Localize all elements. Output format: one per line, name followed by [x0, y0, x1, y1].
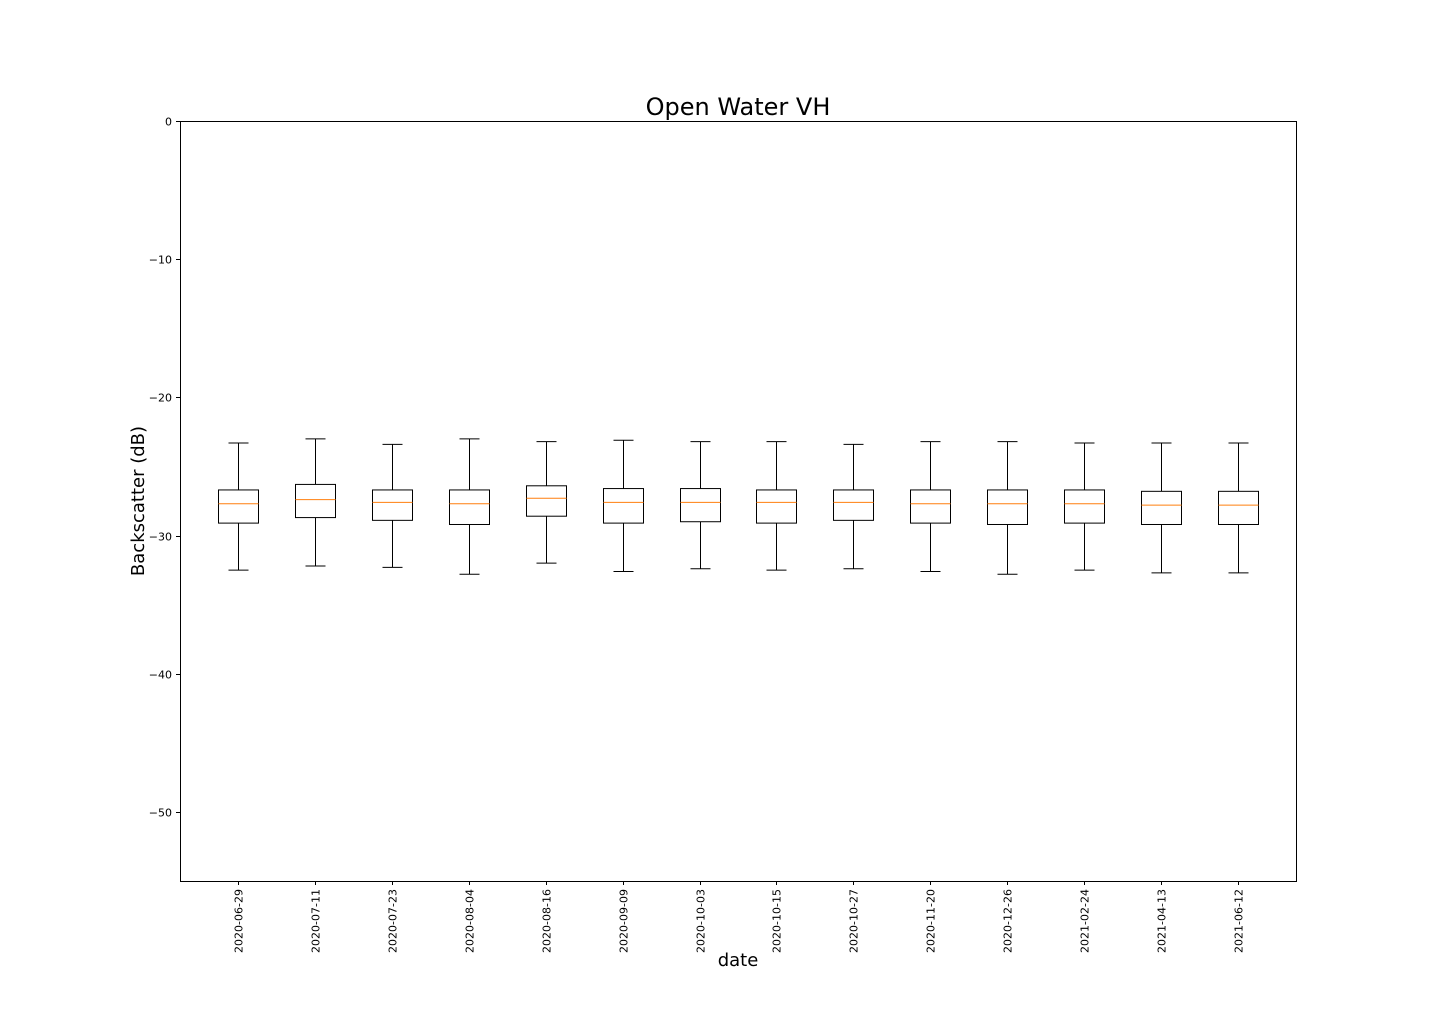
x-tick-label: 2020-07-23: [387, 889, 400, 953]
y-tick-label: −10: [149, 254, 172, 267]
x-tick-label: 2020-10-27: [848, 889, 861, 953]
box: [1141, 490, 1182, 525]
box: [295, 483, 336, 519]
plot-frame: [180, 121, 1297, 882]
y-tick-label: −20: [149, 392, 172, 405]
box: [603, 488, 644, 524]
chart-title: Open Water VH: [646, 93, 831, 121]
x-tick-label: 2020-10-03: [695, 889, 708, 953]
box: [756, 489, 797, 524]
box: [987, 489, 1028, 525]
x-axis-label: date: [718, 950, 759, 971]
box: [910, 489, 951, 524]
box: [372, 489, 413, 521]
x-tick-label: 2021-04-13: [1156, 889, 1169, 953]
x-tick-label: 2020-10-15: [771, 889, 784, 953]
box: [449, 489, 490, 525]
box: [1218, 490, 1259, 525]
y-tick-label: −50: [149, 807, 172, 820]
x-tick-label: 2020-07-11: [310, 889, 323, 953]
y-tick-label: 0: [165, 116, 172, 129]
x-tick-label: 2021-02-24: [1079, 889, 1092, 953]
x-tick-label: 2020-11-20: [925, 889, 938, 953]
box: [1064, 489, 1105, 524]
x-tick-label: 2021-06-12: [1233, 889, 1246, 953]
plot-area: 0 −10 −20 −30 −40 −50 2020-06-29 2020-07-11 2020…: [149, 116, 1259, 953]
x-tick-label: 2020-06-29: [233, 889, 246, 953]
x-tick-label: 2020-08-04: [464, 889, 477, 953]
x-tick-label: 2020-09-09: [618, 889, 631, 953]
y-tick-label: −30: [149, 531, 172, 544]
y-tick-label: −40: [149, 669, 172, 682]
box: [526, 485, 567, 517]
box: [218, 489, 259, 524]
x-tick-label: 2020-08-16: [541, 889, 554, 953]
box: [680, 488, 721, 523]
y-axis-label: Backscatter (dB): [128, 426, 149, 576]
box: [833, 489, 874, 521]
x-tick-label: 2020-12-26: [1002, 889, 1015, 953]
